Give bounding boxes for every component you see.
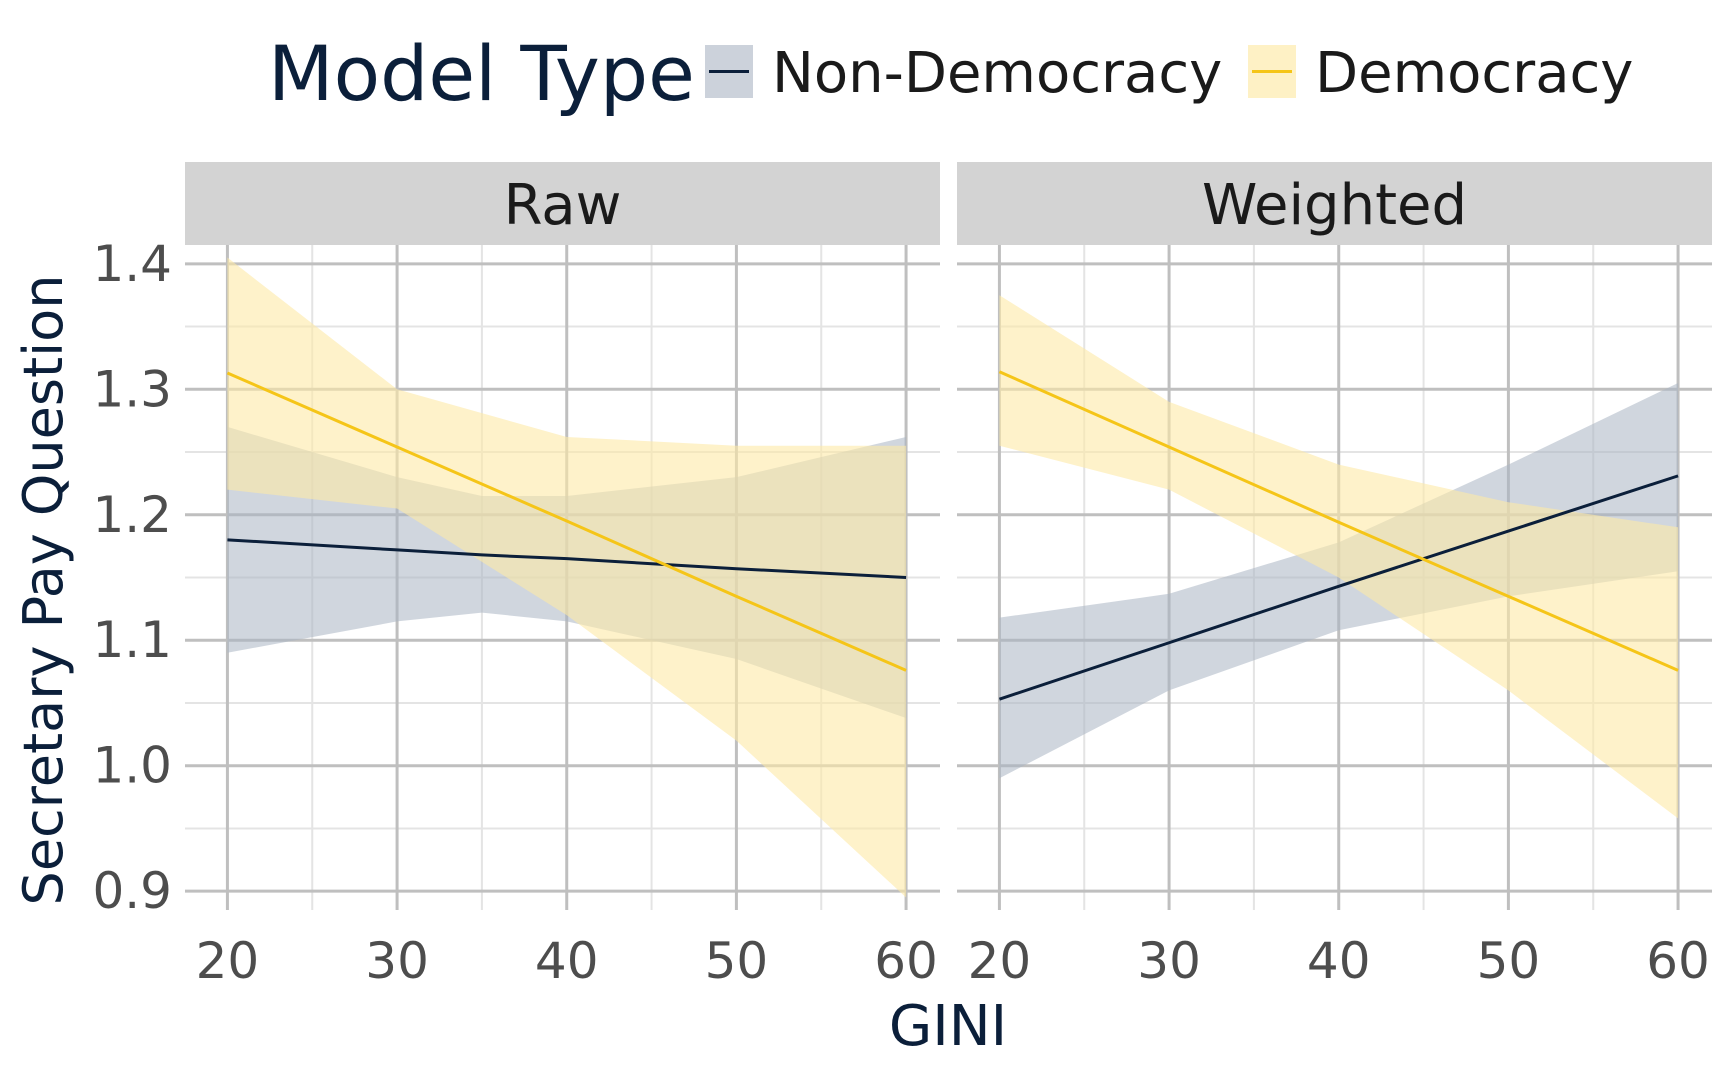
- strip-label-raw: Raw: [504, 173, 622, 238]
- y-tick-label: 1.2: [92, 486, 172, 544]
- y-axis-ticks: 0.9 1.0 1.1 1.2 1.3 1.4: [92, 235, 172, 920]
- x-axis-ticks-raw: 20 30 40 50 60: [196, 932, 938, 990]
- panel-weighted: [957, 245, 1712, 910]
- legend-label-democracy: Democracy: [1315, 41, 1633, 106]
- facet-strip-raw: Raw: [185, 162, 940, 245]
- x-tick-label: 20: [196, 932, 260, 990]
- y-tick-label: 1.1: [92, 611, 172, 669]
- fit-line-democracy-weighted: [998, 370, 1679, 672]
- confidence-band-democracy-raw: [227, 257, 907, 898]
- x-tick-label: 40: [535, 932, 599, 990]
- y-axis-title: Secretary Pay Question: [12, 275, 75, 906]
- y-tick-label: 0.9: [92, 862, 172, 920]
- confidence-band-democracy-weighted: [999, 295, 1679, 819]
- x-axis-title: GINI: [889, 994, 1007, 1059]
- fit-line-non-democracy-weighted: [998, 474, 1679, 701]
- legend-label-non-democracy: Non-Democracy: [772, 41, 1222, 106]
- strip-background-weighted: [957, 162, 1712, 245]
- fit-line-non-democracy-raw: [227, 538, 907, 579]
- x-tick-label: 30: [1137, 932, 1201, 990]
- x-tick-label: 50: [1477, 932, 1541, 990]
- legend-title: Model Type: [268, 29, 695, 118]
- x-tick-label: 60: [874, 932, 938, 990]
- facet-strip-weighted: Weighted: [957, 162, 1712, 245]
- strip-label-weighted: Weighted: [1202, 173, 1467, 238]
- x-tick-label: 60: [1646, 932, 1710, 990]
- y-tick-label: 1.0: [92, 737, 172, 795]
- x-tick-label: 30: [365, 932, 429, 990]
- confidence-band-non-democracy-weighted: [999, 383, 1679, 779]
- legend: Model Type Non-Democracy Democracy: [268, 29, 1633, 118]
- x-tick-label: 20: [968, 932, 1032, 990]
- y-tick-label: 1.4: [92, 235, 172, 293]
- strip-background-raw: [185, 162, 940, 245]
- y-tick-label: 1.3: [92, 360, 172, 418]
- x-axis-ticks-weighted: 20 30 40 50 60: [968, 932, 1710, 990]
- x-tick-label: 40: [1307, 932, 1371, 990]
- panel-raw: [185, 245, 940, 910]
- x-tick-label: 50: [705, 932, 769, 990]
- fit-line-democracy-raw: [226, 371, 907, 672]
